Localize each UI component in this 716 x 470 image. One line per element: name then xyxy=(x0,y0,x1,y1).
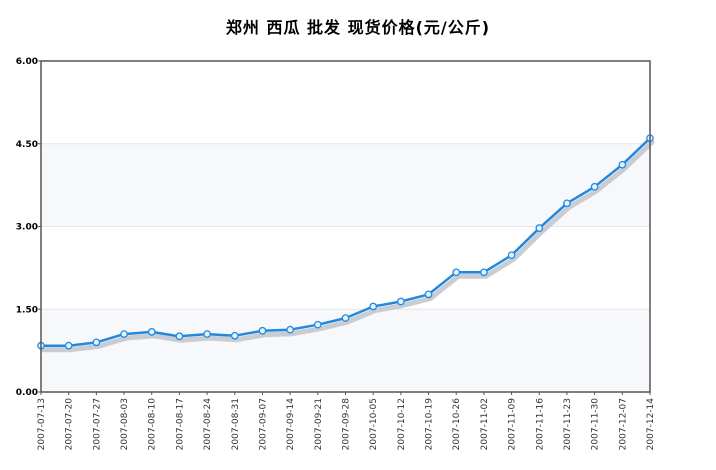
y-tick-label: 3.00 xyxy=(16,223,38,233)
x-tick-label: 2007-12-14 xyxy=(646,398,656,451)
x-tick-label: 2007-11-23 xyxy=(563,398,573,450)
data-point xyxy=(92,338,101,347)
x-tick-label: 2007-10-12 xyxy=(397,398,407,450)
x-tick-label: 2007-09-14 xyxy=(286,398,296,451)
data-point xyxy=(535,224,544,233)
data-point xyxy=(397,297,405,306)
x-tick-label: 2007-10-19 xyxy=(425,398,435,451)
x-tick-label: 2007-11-02 xyxy=(480,398,490,450)
data-point xyxy=(120,330,128,338)
plot-background-bands xyxy=(41,61,650,392)
x-tick-label: 2007-09-21 xyxy=(314,398,324,450)
y-tick-label: 0.00 xyxy=(16,388,38,398)
x-tick-label: 2007-07-13 xyxy=(37,398,47,450)
data-point xyxy=(286,325,294,334)
series-line-shadow xyxy=(40,139,655,353)
x-tick-label: 2007-08-17 xyxy=(175,398,185,450)
data-point xyxy=(369,302,378,311)
y-axis-ticks: 0.00 1.50 3.00 4.50 6.00 xyxy=(16,57,41,398)
y-tick-label: 1.50 xyxy=(16,305,38,315)
data-point xyxy=(203,330,211,338)
plot-band xyxy=(41,226,650,310)
x-tick-label: 2007-08-31 xyxy=(231,398,241,450)
x-tick-label: 2007-08-03 xyxy=(120,398,130,450)
series-shadow xyxy=(40,139,655,353)
data-point xyxy=(452,268,461,277)
data-point xyxy=(147,328,156,336)
data-point xyxy=(313,320,322,329)
y-tick-label: 4.50 xyxy=(16,140,38,150)
data-point xyxy=(507,251,516,260)
x-tick-label: 2007-10-26 xyxy=(452,398,462,451)
x-tick-label: 2007-07-20 xyxy=(65,398,75,451)
data-point xyxy=(230,331,239,340)
x-tick-label: 2007-08-10 xyxy=(148,398,158,451)
x-tick-label: 2007-10-05 xyxy=(369,398,379,450)
data-point xyxy=(258,326,267,335)
x-tick-label: 2007-11-09 xyxy=(508,398,518,451)
data-point xyxy=(424,290,433,299)
chart-title: 郑州 西瓜 批发 现货价格(元/公斤) xyxy=(225,18,491,37)
data-point xyxy=(64,341,73,350)
x-tick-label: 2007-12-07 xyxy=(618,398,628,450)
plot-band xyxy=(41,143,650,227)
y-tick-label: 6.00 xyxy=(16,57,38,67)
x-tick-label: 2007-08-24 xyxy=(203,398,213,451)
x-tick-label: 2007-11-16 xyxy=(535,398,545,451)
data-point xyxy=(341,314,350,322)
x-tick-label: 2007-07-27 xyxy=(92,398,102,450)
x-tick-label: 2007-09-07 xyxy=(258,398,268,450)
x-tick-label: 2007-09-28 xyxy=(342,398,352,451)
data-point xyxy=(618,160,627,169)
x-tick-label: 2007-11-30 xyxy=(591,398,601,451)
data-point xyxy=(175,332,184,341)
x-axis-ticks: 2007-07-13 2007-07-20 2007-07-27 2007-08-03… xyxy=(37,392,656,450)
data-point xyxy=(563,199,571,208)
data-point xyxy=(480,268,488,277)
plot-band xyxy=(41,61,650,144)
data-point xyxy=(590,182,599,191)
data-points xyxy=(37,134,654,350)
